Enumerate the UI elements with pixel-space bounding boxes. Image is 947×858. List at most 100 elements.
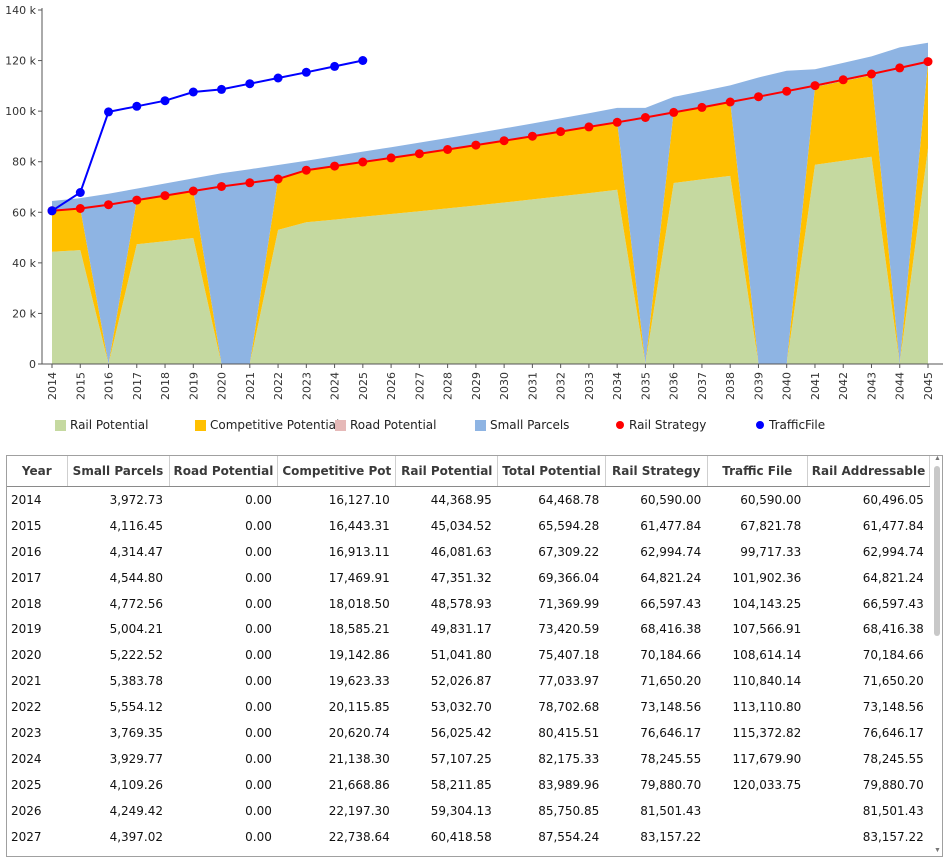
table-cell[interactable]: 53,032.70 <box>430 700 492 715</box>
table-cell[interactable]: 56,025.42 <box>430 725 492 740</box>
table-row[interactable]: 2018 4,772.56 0.00 18,018.50 48,578.93 71,369… <box>7 591 930 617</box>
table-cell[interactable]: 64,821.24 <box>640 570 702 585</box>
table-cell[interactable]: 2017 <box>11 570 42 585</box>
table-cell[interactable]: 0.00 <box>245 751 272 766</box>
table-cell[interactable]: 5,383.78 <box>109 674 163 689</box>
table-cell[interactable]: 4,314.47 <box>109 544 163 559</box>
table-cell[interactable]: 19,142.86 <box>328 648 390 663</box>
table-cell[interactable]: 60,496.05 <box>862 492 924 507</box>
table-cell[interactable]: 57,107.25 <box>430 751 492 766</box>
table-cell[interactable]: 4,544.80 <box>109 570 163 585</box>
table-cell[interactable]: 80,415.51 <box>538 725 600 740</box>
table-row[interactable]: 2021 5,383.78 0.00 19,623.33 52,026.87 77,033… <box>7 668 930 694</box>
table-cell[interactable]: 76,646.17 <box>862 725 924 740</box>
table-cell[interactable]: 0.00 <box>245 829 272 844</box>
table-cell[interactable]: 5,004.21 <box>109 622 163 637</box>
table-cell[interactable]: 79,880.70 <box>640 777 702 792</box>
table-row[interactable]: 2022 5,554.12 0.00 20,115.85 53,032.70 78,702… <box>7 694 930 720</box>
table-cell[interactable]: 61,477.84 <box>640 518 702 533</box>
table-cell[interactable] <box>707 798 807 824</box>
table-cell[interactable]: 5,222.52 <box>109 648 163 663</box>
table-row[interactable]: 2014 3,972.73 0.00 16,127.10 44,368.95 64,468… <box>7 487 930 513</box>
scroll-up-arrow-icon[interactable]: ▲ <box>934 455 941 462</box>
table-cell[interactable]: 99,717.33 <box>740 544 802 559</box>
column-header[interactable]: Year <box>7 456 68 487</box>
table-cell[interactable]: 18,585.21 <box>328 622 390 637</box>
table-cell[interactable]: 58,211.85 <box>430 777 492 792</box>
table-cell[interactable]: 4,772.56 <box>109 596 163 611</box>
table-cell[interactable]: 77,033.97 <box>538 674 600 689</box>
table-cell[interactable]: 2026 <box>11 803 42 818</box>
table-cell[interactable]: 0.00 <box>245 777 272 792</box>
table-cell[interactable]: 115,372.82 <box>732 725 802 740</box>
table-cell[interactable]: 76,646.17 <box>640 725 702 740</box>
table-cell[interactable]: 64,821.24 <box>862 570 924 585</box>
table-cell[interactable]: 69,366.04 <box>538 570 600 585</box>
table-cell[interactable]: 3,929.77 <box>109 751 163 766</box>
table-cell[interactable]: 46,081.63 <box>430 544 492 559</box>
table-cell[interactable]: 108,614.14 <box>732 648 802 663</box>
table-cell[interactable]: 82,175.33 <box>538 751 600 766</box>
table-cell[interactable]: 65,594.28 <box>538 518 600 533</box>
table-cell[interactable]: 73,148.56 <box>640 700 702 715</box>
table-cell[interactable]: 59,304.13 <box>430 803 492 818</box>
table-cell[interactable]: 71,650.20 <box>862 674 924 689</box>
table-row[interactable]: 2027 4,397.02 0.00 22,738.64 60,418.58 87,554… <box>7 824 930 850</box>
table-cell[interactable]: 0.00 <box>245 622 272 637</box>
table-cell[interactable]: 120,033.75 <box>732 777 802 792</box>
table-row[interactable]: 2026 4,249.42 0.00 22,197.30 59,304.13 85,750… <box>7 798 930 824</box>
table-cell[interactable]: 2024 <box>11 751 42 766</box>
table-cell[interactable]: 16,913.11 <box>328 544 390 559</box>
table-cell[interactable]: 78,245.55 <box>640 751 702 766</box>
table-row[interactable]: 2025 4,109.26 0.00 21,668.86 58,211.85 83,989… <box>7 772 930 798</box>
table-cell[interactable]: 60,590.00 <box>640 492 702 507</box>
table-cell[interactable]: 70,184.66 <box>862 648 924 663</box>
table-cell[interactable]: 19,623.33 <box>328 674 390 689</box>
scroll-down-arrow-icon[interactable]: ▼ <box>934 847 941 854</box>
table-row[interactable]: 2015 4,116.45 0.00 16,443.31 45,034.52 65,594… <box>7 513 930 539</box>
table-cell[interactable]: 51,041.80 <box>430 648 492 663</box>
table-cell[interactable]: 0.00 <box>245 648 272 663</box>
vertical-scrollbar-thumb[interactable] <box>934 466 940 636</box>
column-header[interactable]: Rail Strategy <box>605 456 708 487</box>
table-cell[interactable]: 5,554.12 <box>109 700 163 715</box>
table-cell[interactable]: 44,368.95 <box>430 492 492 507</box>
table-cell[interactable]: 3,972.73 <box>109 492 163 507</box>
table-cell[interactable]: 52,026.87 <box>430 674 492 689</box>
table-cell[interactable]: 2021 <box>11 674 42 689</box>
table-cell[interactable]: 49,831.17 <box>430 622 492 637</box>
table-cell[interactable]: 0.00 <box>245 674 272 689</box>
table-cell[interactable]: 3,769.35 <box>109 725 163 740</box>
table-cell[interactable]: 83,157.22 <box>862 829 924 844</box>
column-header[interactable]: Total Potential <box>497 456 606 487</box>
table-cell[interactable]: 78,702.68 <box>538 700 600 715</box>
table-cell[interactable]: 20,115.85 <box>328 700 390 715</box>
table-cell[interactable]: 0.00 <box>245 492 272 507</box>
column-header[interactable]: Rail Potential <box>395 456 499 487</box>
table-cell[interactable]: 4,109.26 <box>109 777 163 792</box>
table-row[interactable]: 2023 3,769.35 0.00 20,620.74 56,025.42 80,415… <box>7 720 930 746</box>
table-cell[interactable]: 113,110.80 <box>732 700 802 715</box>
table-row[interactable]: 2019 5,004.21 0.00 18,585.21 49,831.17 73,420… <box>7 616 930 642</box>
table-cell[interactable]: 16,127.10 <box>328 492 390 507</box>
column-header[interactable]: Competitive Pot <box>277 456 397 487</box>
table-cell[interactable]: 4,116.45 <box>109 518 163 533</box>
table-cell[interactable]: 104,143.25 <box>732 596 802 611</box>
table-cell[interactable]: 2015 <box>11 518 42 533</box>
table-cell[interactable]: 0.00 <box>245 803 272 818</box>
table-cell[interactable]: 48,578.93 <box>430 596 492 611</box>
table-cell[interactable]: 4,397.02 <box>109 829 163 844</box>
table-cell[interactable]: 79,880.70 <box>862 777 924 792</box>
table-cell[interactable]: 70,184.66 <box>640 648 702 663</box>
table-cell[interactable]: 107,566.91 <box>732 622 802 637</box>
table-cell[interactable]: 0.00 <box>245 544 272 559</box>
table-cell[interactable]: 83,157.22 <box>640 829 702 844</box>
table-cell[interactable]: 78,245.55 <box>862 751 924 766</box>
table-cell[interactable]: 2023 <box>11 725 42 740</box>
table-cell[interactable]: 16,443.31 <box>328 518 390 533</box>
table-cell[interactable]: 67,821.78 <box>740 518 802 533</box>
table-cell[interactable]: 81,501.43 <box>640 803 702 818</box>
table-cell[interactable]: 67,309.22 <box>538 544 600 559</box>
table-cell[interactable]: 68,416.38 <box>640 622 702 637</box>
table-cell[interactable]: 0.00 <box>245 596 272 611</box>
